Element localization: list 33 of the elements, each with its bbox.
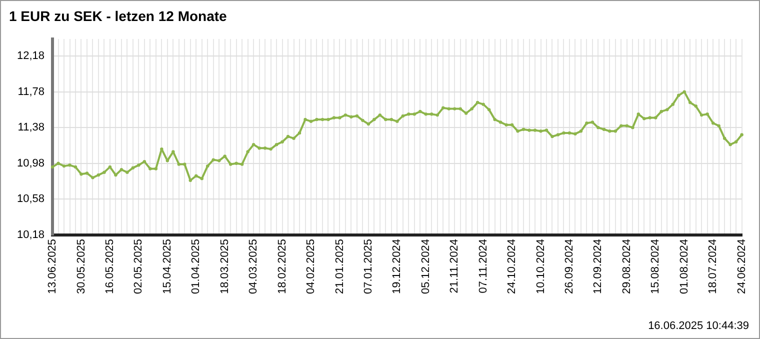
x-tick-label: 30.05.2025 [75,238,88,294]
x-tick-label: 21.11.2024 [448,238,461,294]
y-tick-label: 10,58 [16,193,45,206]
x-tick-label: 26.09.2024 [564,238,576,294]
x-tick-label: 24.10.2024 [506,238,518,294]
x-tick-label: 10.10.2024 [534,238,547,294]
x-tick-label: 07.01.2025 [362,238,374,294]
x-tick-label: 15.04.2025 [161,238,174,294]
y-tick-label: 10,98 [16,157,45,170]
x-tick-label: 24.06.2024 [736,238,748,294]
x-tick-label: 16.05.2025 [104,238,116,294]
x-tick-label: 13.06.2025 [46,238,59,294]
chart-title: 1 EUR zu SEK - letzen 12 Monate [9,8,227,24]
y-tick-label: 11,38 [18,122,45,134]
y-tick-label: 12,18 [16,50,45,62]
x-tick-label: 18.02.2025 [276,238,288,294]
x-tick-label: 21.01.2025 [334,238,346,294]
x-tick-label: 01.04.2025 [190,238,202,294]
x-tick-label: 29.08.2024 [620,238,633,294]
x-tick-label: 18.07.2024 [707,238,720,294]
x-tick-label: 01.08.2024 [678,238,690,294]
x-tick-label: 18.03.2025 [218,238,231,294]
x-tick-label: 15.08.2024 [650,238,662,294]
x-tick-label: 05.12.2024 [420,238,432,294]
x-tick-label: 07.11.2024 [477,238,490,294]
text: 16.06.2025 10:44:39 [648,320,749,332]
x-tick-label: 04.03.2025 [248,238,260,294]
x-tick-label: 02.05.2025 [132,238,145,294]
y-tick-label: 11,78 [18,86,45,98]
x-tick-label: 19.12.2024 [391,238,404,294]
x-tick-label: 12.09.2024 [592,238,604,294]
x-tick-label: 04.02.2025 [305,238,318,294]
y-tick-label: 10,18 [16,228,45,241]
